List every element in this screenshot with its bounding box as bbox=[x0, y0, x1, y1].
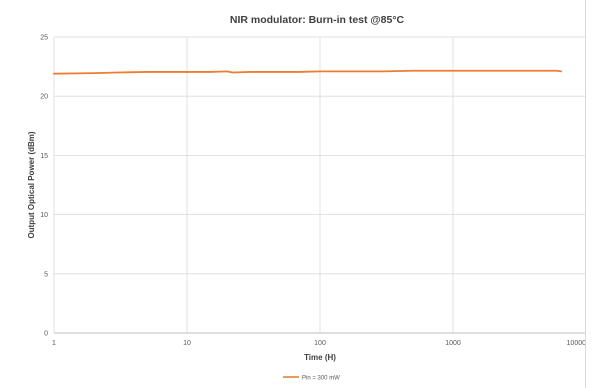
y-tick-label: 0 bbox=[44, 331, 48, 338]
tick-labels: 0 5 10 15 20 25 1 10 100 1000 10000 bbox=[40, 35, 586, 348]
x-axis-title: Time (H) bbox=[304, 353, 336, 362]
x-tick-label: 1 bbox=[52, 340, 56, 347]
legend-label: Pin = 300 mW bbox=[302, 376, 340, 382]
chart-frame-edge bbox=[585, 0, 586, 388]
x-tick-label: 10000 bbox=[567, 340, 586, 347]
y-tick-label: 20 bbox=[40, 94, 48, 101]
series-line bbox=[53, 69, 563, 75]
legend: Pin = 300 mW bbox=[283, 376, 340, 382]
x-tick-label: 100 bbox=[314, 340, 326, 347]
y-tick-label: 25 bbox=[40, 35, 48, 42]
y-tick-label: 15 bbox=[40, 153, 48, 160]
gridlines bbox=[53, 36, 587, 333]
y-axis-title: Output Optical Power (dBm) bbox=[27, 131, 36, 238]
series-layer bbox=[53, 69, 563, 75]
chart-title: NIR modulator: Burn-in test @85°C bbox=[230, 14, 405, 26]
y-tick-label: 10 bbox=[40, 212, 48, 219]
x-tick-label: 10 bbox=[183, 340, 191, 347]
x-tick-label: 1000 bbox=[445, 340, 461, 347]
y-tick-label: 5 bbox=[44, 271, 48, 278]
